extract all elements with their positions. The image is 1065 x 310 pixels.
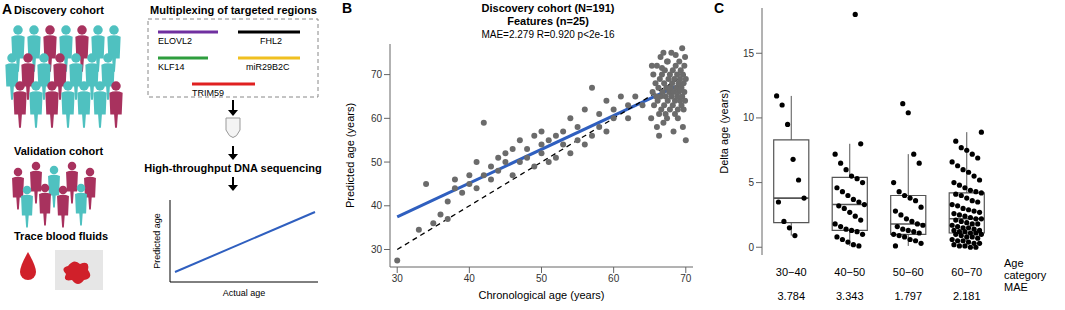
svg-text:70: 70 bbox=[371, 69, 383, 80]
svg-text:KLF14: KLF14 bbox=[158, 62, 185, 72]
svg-text:40: 40 bbox=[371, 200, 383, 211]
svg-text:0: 0 bbox=[748, 242, 754, 253]
svg-text:50: 50 bbox=[536, 273, 548, 284]
svg-text:30−40: 30−40 bbox=[776, 266, 807, 278]
html-text:MAE=2.279 R=0.920 p<2e-16: MAE=2.279 R=0.920 p<2e-16 bbox=[481, 29, 615, 40]
svg-text:ELOVL2: ELOVL2 bbox=[158, 36, 192, 46]
svg-text:2.181: 2.181 bbox=[953, 290, 981, 302]
svg-text:Predicted age: Predicted age bbox=[152, 213, 162, 269]
svg-text:Delta age (years): Delta age (years) bbox=[718, 89, 730, 173]
svg-text:Actual age: Actual age bbox=[223, 288, 266, 298]
svg-text:15: 15 bbox=[743, 48, 755, 59]
svg-text:50−60: 50−60 bbox=[893, 266, 924, 278]
svg-text:Discovery cohort: Discovery cohort bbox=[14, 4, 104, 16]
svg-text:Multiplexing of targeted regio: Multiplexing of targeted regions bbox=[150, 4, 317, 16]
svg-text:40−50: 40−50 bbox=[834, 266, 865, 278]
svg-text:3.784: 3.784 bbox=[777, 290, 805, 302]
svg-text:3.343: 3.343 bbox=[836, 290, 864, 302]
svg-text:TRIM59: TRIM59 bbox=[192, 88, 224, 98]
svg-text:50: 50 bbox=[371, 157, 383, 168]
svg-text:1.797: 1.797 bbox=[894, 290, 922, 302]
html-text:Features (n=25): Features (n=25) bbox=[507, 15, 589, 27]
svg-text:60: 60 bbox=[371, 113, 383, 124]
svg-text:Chronological age (years): Chronological age (years) bbox=[479, 289, 605, 301]
svg-text:miR29B2C: miR29B2C bbox=[246, 62, 290, 72]
svg-text:60−70: 60−70 bbox=[951, 266, 982, 278]
svg-text:10: 10 bbox=[743, 112, 755, 123]
svg-text:Validation cohort: Validation cohort bbox=[14, 145, 104, 157]
svg-text:A: A bbox=[2, 1, 12, 17]
html-text:MAE: MAE bbox=[1004, 281, 1028, 293]
html-text:Age category: Age category bbox=[1004, 257, 1047, 281]
svg-text:30: 30 bbox=[392, 273, 404, 284]
svg-text:Trace blood fluids: Trace blood fluids bbox=[14, 230, 108, 242]
html-text:B: B bbox=[342, 0, 353, 16]
svg-text:30: 30 bbox=[371, 244, 383, 255]
svg-text:Predicted age (years): Predicted age (years) bbox=[344, 103, 356, 208]
svg-text:High-throughput DNA sequencing: High-throughput DNA sequencing bbox=[144, 162, 321, 174]
html-text:C: C bbox=[714, 0, 725, 16]
svg-text:5: 5 bbox=[748, 177, 754, 188]
svg-text:FHL2: FHL2 bbox=[260, 36, 282, 46]
svg-text:70: 70 bbox=[680, 273, 692, 284]
svg-text:60: 60 bbox=[608, 273, 620, 284]
html-text:Discovery cohort (N=191): Discovery cohort (N=191) bbox=[481, 2, 615, 14]
svg-text:40: 40 bbox=[464, 273, 476, 284]
